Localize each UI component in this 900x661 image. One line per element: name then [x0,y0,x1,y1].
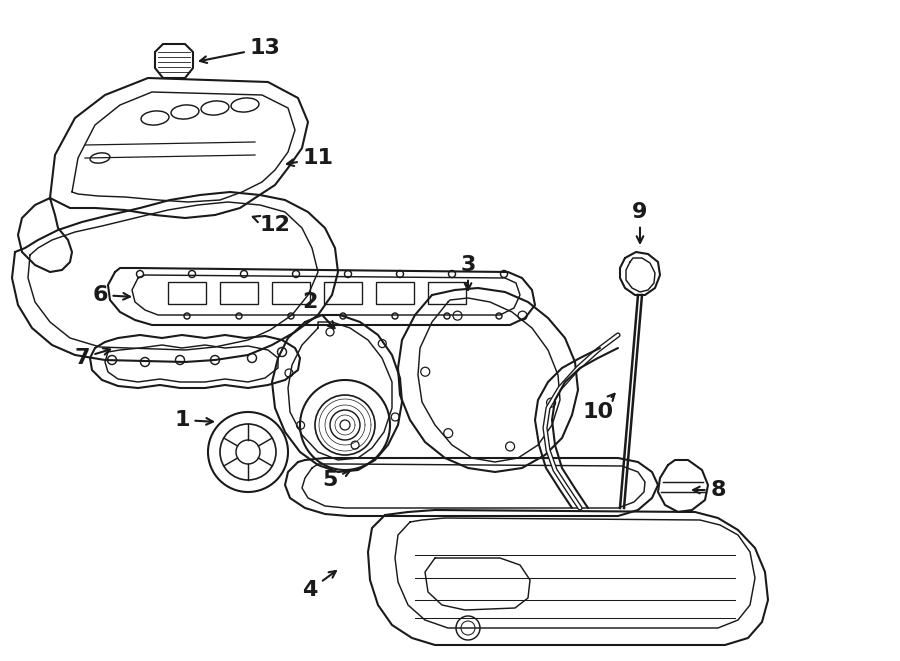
Text: 4: 4 [302,571,336,600]
Text: 13: 13 [200,38,281,63]
Text: 9: 9 [633,202,648,243]
Text: 3: 3 [460,255,476,290]
Text: 8: 8 [693,480,725,500]
Text: 7: 7 [74,348,110,368]
Bar [272,282,310,304]
Bar [324,282,362,304]
Text: 6: 6 [92,285,130,305]
Text: 10: 10 [582,394,615,422]
Bar [428,282,466,304]
Bar [376,282,414,304]
Text: 5: 5 [322,470,350,490]
Text: 12: 12 [253,215,291,235]
Bar [168,282,206,304]
Text: 11: 11 [287,148,334,168]
Text: 1: 1 [175,410,213,430]
Text: 2: 2 [302,292,335,329]
Bar [220,282,258,304]
